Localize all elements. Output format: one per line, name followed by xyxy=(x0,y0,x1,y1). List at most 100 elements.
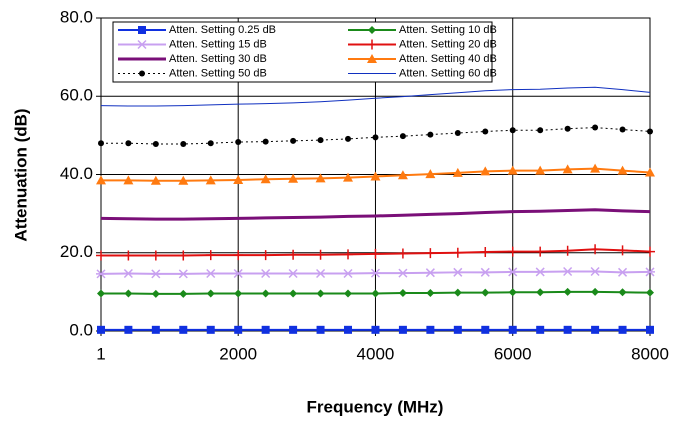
marker xyxy=(646,288,654,297)
marker xyxy=(591,287,600,296)
marker xyxy=(452,267,463,277)
marker xyxy=(150,250,161,261)
marker xyxy=(315,268,326,279)
marker xyxy=(260,250,271,261)
marker xyxy=(234,289,243,298)
marker xyxy=(591,325,600,334)
marker xyxy=(344,325,353,334)
y-tick-label: 80.0 xyxy=(60,7,93,26)
marker xyxy=(316,289,325,298)
legend-marker xyxy=(367,39,377,50)
marker xyxy=(645,167,655,177)
marker xyxy=(180,140,187,147)
marker xyxy=(96,269,106,279)
marker xyxy=(288,173,299,183)
marker xyxy=(480,246,491,257)
legend-label: Atten. Setting 60 dB xyxy=(399,67,497,79)
marker xyxy=(398,325,407,334)
marker xyxy=(150,175,161,185)
marker xyxy=(261,325,270,334)
marker xyxy=(592,124,599,131)
marker xyxy=(535,246,546,257)
marker xyxy=(482,128,489,135)
marker xyxy=(645,246,655,257)
marker xyxy=(398,289,407,298)
marker xyxy=(179,289,188,298)
marker xyxy=(205,250,216,261)
marker xyxy=(123,250,134,261)
marker xyxy=(261,289,270,298)
legend-marker xyxy=(139,70,145,77)
marker xyxy=(537,127,544,134)
marker xyxy=(97,325,105,334)
marker xyxy=(125,140,132,147)
marker xyxy=(97,289,105,298)
marker xyxy=(96,250,106,261)
marker xyxy=(453,288,462,297)
marker xyxy=(399,133,406,140)
marker xyxy=(481,288,490,297)
marker xyxy=(371,325,380,334)
marker xyxy=(509,127,516,134)
y-tick-label: 60.0 xyxy=(60,86,93,105)
marker xyxy=(205,175,216,185)
marker xyxy=(481,325,490,334)
marker xyxy=(288,249,299,260)
marker xyxy=(562,164,573,174)
marker xyxy=(619,126,626,133)
x-tick-label: 2000 xyxy=(219,344,257,363)
marker xyxy=(507,165,518,175)
marker xyxy=(151,289,160,298)
marker xyxy=(452,167,463,177)
marker xyxy=(618,325,627,334)
marker xyxy=(235,139,242,146)
marker xyxy=(617,165,628,175)
marker xyxy=(454,130,461,137)
marker xyxy=(480,166,491,176)
marker xyxy=(152,140,159,147)
x-tick-label: 6000 xyxy=(494,344,532,363)
marker xyxy=(562,245,573,256)
y-tick-label: 20.0 xyxy=(60,242,93,261)
marker xyxy=(480,267,491,277)
marker xyxy=(563,325,572,334)
marker xyxy=(508,325,517,334)
marker xyxy=(371,289,380,298)
marker xyxy=(427,131,434,138)
marker xyxy=(563,287,572,296)
marker xyxy=(123,175,134,185)
legend-label: Atten. Setting 0.25 dB xyxy=(169,24,276,36)
marker xyxy=(123,268,134,279)
marker xyxy=(536,288,545,297)
marker xyxy=(315,173,326,183)
marker xyxy=(618,288,627,297)
marker xyxy=(151,325,160,334)
marker xyxy=(645,267,655,277)
y-tick-label: 40.0 xyxy=(60,164,93,183)
marker xyxy=(288,268,299,279)
marker xyxy=(397,170,408,180)
marker xyxy=(206,325,215,334)
x-axis-title: Frequency (MHz) xyxy=(307,397,444,416)
marker xyxy=(425,268,436,278)
marker xyxy=(453,325,462,334)
marker xyxy=(564,125,571,132)
y-axis-title: Attenuation (dB) xyxy=(11,108,30,241)
legend-label: Atten. Setting 50 dB xyxy=(169,67,267,79)
marker xyxy=(617,267,628,277)
marker xyxy=(425,248,436,259)
marker xyxy=(617,245,628,256)
legend-marker xyxy=(137,39,147,50)
x-tick-label: 8000 xyxy=(631,344,669,363)
marker xyxy=(206,289,215,298)
marker xyxy=(590,163,601,173)
marker xyxy=(536,325,545,334)
legend-label: Atten. Setting 30 dB xyxy=(169,53,267,65)
marker xyxy=(535,165,546,175)
marker xyxy=(98,140,104,147)
marker xyxy=(343,249,354,260)
series-line xyxy=(101,127,651,145)
marker xyxy=(233,174,244,184)
marker xyxy=(397,268,408,278)
legend-marker xyxy=(367,54,377,63)
